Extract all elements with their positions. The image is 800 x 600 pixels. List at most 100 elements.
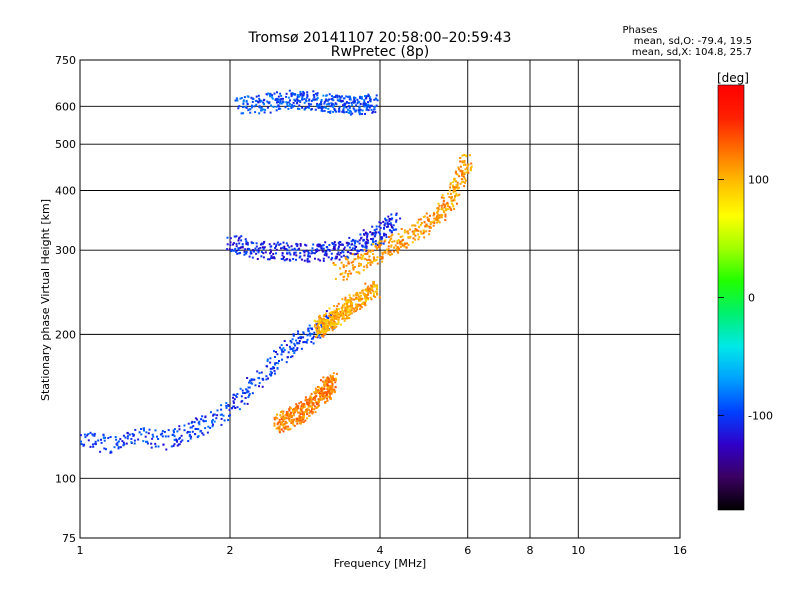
- data-point: [325, 98, 328, 101]
- data-point: [357, 264, 360, 267]
- data-point: [248, 108, 251, 111]
- data-point: [293, 408, 296, 411]
- data-point: [130, 437, 133, 440]
- data-point: [414, 224, 417, 227]
- data-point: [280, 416, 283, 419]
- data-point: [303, 101, 306, 104]
- data-point: [220, 408, 223, 411]
- data-point: [319, 397, 322, 400]
- x-tick-label: 4: [377, 544, 384, 557]
- data-point: [344, 103, 347, 106]
- data-point: [247, 390, 250, 393]
- data-point: [191, 430, 194, 433]
- data-point: [389, 250, 392, 253]
- y-tick-label: 750: [55, 54, 76, 67]
- data-point: [229, 241, 232, 244]
- data-point: [331, 318, 334, 321]
- data-point: [307, 330, 310, 333]
- data-point: [367, 241, 370, 244]
- data-point: [178, 425, 181, 428]
- data-point: [189, 426, 192, 429]
- data-point: [378, 240, 381, 243]
- data-point: [250, 378, 253, 381]
- data-point: [272, 253, 275, 255]
- data-point: [354, 246, 357, 248]
- data-point: [245, 251, 248, 253]
- data-point: [325, 310, 328, 313]
- data-point: [306, 259, 309, 262]
- data-point: [331, 376, 334, 379]
- data-point: [278, 429, 281, 431]
- data-point: [242, 112, 245, 115]
- data-point: [461, 171, 464, 174]
- data-point: [359, 299, 362, 302]
- data-point: [354, 242, 357, 245]
- data-point: [450, 202, 453, 205]
- data-point: [315, 327, 318, 329]
- data-point: [330, 252, 333, 255]
- colorbar-tick-label: 100: [748, 173, 769, 186]
- data-point: [306, 334, 309, 337]
- data-point: [193, 421, 196, 424]
- y-tick-label: 100: [55, 472, 76, 485]
- data-point: [285, 258, 288, 261]
- data-point: [241, 243, 244, 246]
- data-point: [463, 159, 466, 162]
- data-point: [335, 312, 338, 315]
- data-point: [360, 249, 363, 252]
- data-point: [427, 218, 429, 221]
- data-point: [327, 111, 330, 113]
- data-point: [322, 397, 325, 400]
- data-point: [304, 243, 307, 246]
- data-point: [251, 256, 254, 259]
- data-point: [368, 106, 371, 109]
- data-point: [314, 108, 317, 111]
- data-point: [334, 277, 337, 280]
- data-point: [370, 249, 373, 252]
- data-point: [435, 217, 437, 220]
- data-point: [212, 423, 214, 426]
- data-point: [100, 438, 102, 441]
- data-point: [370, 287, 373, 290]
- data-point: [280, 344, 283, 347]
- data-point: [372, 240, 374, 243]
- data-point: [293, 104, 296, 107]
- data-point: [343, 105, 346, 108]
- data-point: [246, 103, 249, 106]
- data-point: [464, 163, 467, 166]
- data-point: [323, 109, 326, 112]
- data-point: [462, 175, 465, 178]
- data-point: [276, 101, 278, 104]
- data-point: [366, 266, 369, 269]
- data-point: [319, 392, 321, 394]
- data-point: [273, 416, 276, 419]
- data-point: [240, 97, 243, 99]
- data-point: [454, 180, 457, 183]
- data-point: [126, 435, 129, 438]
- data-point: [448, 189, 451, 192]
- data-point: [203, 420, 205, 423]
- data-point: [109, 436, 112, 438]
- data-point: [308, 398, 311, 400]
- data-point: [277, 104, 280, 107]
- data-point: [150, 442, 153, 445]
- data-point: [319, 395, 322, 398]
- data-point: [357, 254, 360, 257]
- data-point: [340, 255, 343, 258]
- data-point: [312, 94, 315, 97]
- data-point: [318, 245, 321, 248]
- data-point: [301, 106, 304, 109]
- data-point: [271, 94, 274, 97]
- data-point: [263, 246, 266, 249]
- data-point: [345, 95, 348, 98]
- data-point: [386, 223, 389, 226]
- data-point: [358, 101, 361, 104]
- data-point: [334, 257, 337, 260]
- data-point: [344, 314, 347, 316]
- data-point: [331, 323, 334, 326]
- data-point: [258, 372, 261, 375]
- data-point: [280, 102, 283, 105]
- data-point: [285, 361, 288, 364]
- data-point: [317, 392, 320, 395]
- data-point: [262, 241, 265, 244]
